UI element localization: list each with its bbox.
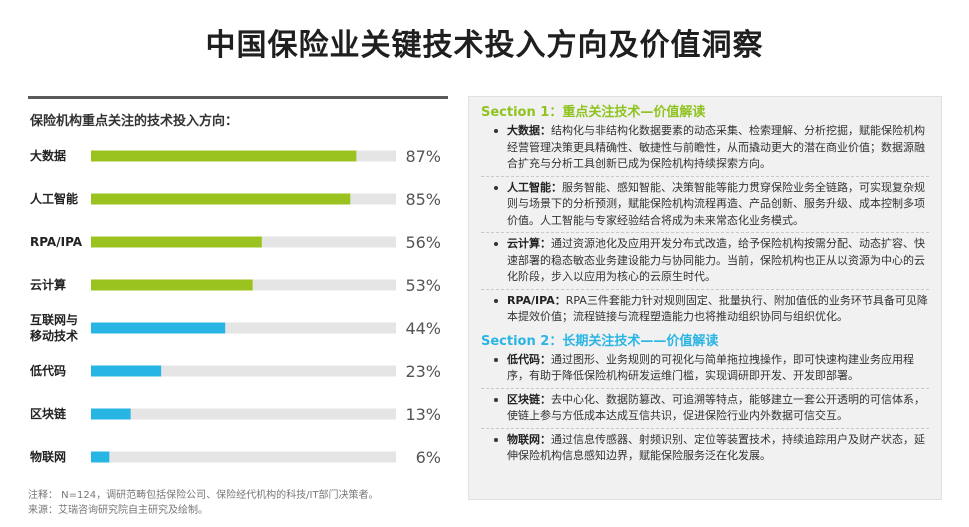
insight-item-text: RPA三件套能力针对规则固定、批量执行、附加值低的业务环节具备可见降本提效价值；… xyxy=(507,293,928,324)
chart-note: 注释： N=124，调研范畴包括保险公司、保险经代机构的科技/IT部门决策者。 xyxy=(28,490,379,501)
bar xyxy=(91,279,253,291)
bar-track xyxy=(91,408,396,420)
bar-track xyxy=(91,365,396,377)
chart-source: 来源：艾瑞咨询研究院自主研究及绘制。 xyxy=(28,505,208,516)
insight-item: 大数据：结构化与非结构化数据要素的动态采集、检索理解、分析挖掘，赋能保险机构经营… xyxy=(481,123,929,177)
category-label: 区块链 xyxy=(30,406,67,421)
chart-top-rule xyxy=(28,96,448,99)
bar-track xyxy=(91,322,396,334)
value-label: 13% xyxy=(405,405,441,424)
insight-item: 云计算：通过资源池化及应用开发分布式改造，给予保险机构按需分配、动态扩容、快速部… xyxy=(481,236,929,290)
bar xyxy=(91,451,110,463)
page-title: 中国保险业关键技术投入方向及价值洞察 xyxy=(205,28,764,63)
insight-item-name: 低代码： xyxy=(507,352,551,366)
insight-item-text: 通过图形、业务规则的可视化与简单拖拉拽操作，即可快速构建业务应用程序，有助于降低… xyxy=(507,352,914,383)
value-label: 53% xyxy=(405,276,441,295)
category-label: 云计算 xyxy=(30,277,66,292)
bar xyxy=(91,150,357,162)
section-1-title: Section 1：重点关注技术—价值解读 xyxy=(481,105,706,120)
bullet-icon xyxy=(494,242,498,246)
category-label: 低代码 xyxy=(29,363,66,378)
value-label: 87% xyxy=(405,147,441,166)
insight-item: 区块链：去中心化、数据防篡改、可追溯等特点，能够建立一套公开透明的可信体系，使链… xyxy=(481,392,929,429)
insight-item-name: 人工智能： xyxy=(507,180,562,194)
value-label: 85% xyxy=(405,190,441,209)
bar xyxy=(91,408,131,420)
insight-item-name: 云计算： xyxy=(507,237,551,250)
value-label: 6% xyxy=(416,448,441,467)
category-label: 互联网与移动技术 xyxy=(30,313,78,343)
bar xyxy=(91,236,262,248)
value-label: 23% xyxy=(405,362,441,381)
bullet-icon xyxy=(494,298,498,303)
insight-item-name: 大数据： xyxy=(507,124,551,137)
insight-item-name: 区块链： xyxy=(507,392,551,406)
bullet-icon xyxy=(494,129,498,133)
bullet-icon xyxy=(494,397,498,402)
insight-item: RPA/IPA：RPA三件套能力针对规则固定、批量执行、附加值低的业务环节具备可… xyxy=(481,293,929,329)
bar-track xyxy=(91,451,396,463)
insight-item-text: 通过信息传感器、射频识别、定位等装置技术，持续追踪用户及财产状态，延伸保险机构信… xyxy=(507,432,925,463)
insight-item-text: 服务智能、感知智能、决策智能等能力贯穿保险业务全链路，可实现复杂规则与场景下的分… xyxy=(507,180,925,227)
value-label: 56% xyxy=(405,233,441,252)
bar xyxy=(91,365,162,377)
insight-panel: Section 1：重点关注技术—价值解读 大数据：结构化与非结构化数据要素的动… xyxy=(468,96,942,500)
insight-item-text: 结构化与非结构化数据要素的动态采集、检索理解、分析挖掘，赋能保险机构经营管理决策… xyxy=(507,124,925,170)
chart-panel: 保险机构重点关注的技术投入方向： 大数据 87% 人工智能 85% RPA/IPA 56%… xyxy=(28,96,448,491)
bar xyxy=(91,193,351,205)
bullet-icon xyxy=(494,357,498,362)
chart-title: 保险机构重点关注的技术投入方向： xyxy=(30,114,239,129)
insight-item: 物联网：通过信息传感器、射频识别、定位等装置技术，持续追踪用户及财产状态，延伸保… xyxy=(481,432,929,468)
insight-item-name: 物联网： xyxy=(507,432,551,446)
insight-item: 人工智能：服务智能、感知智能、决策智能等能力贯穿保险业务全链路，可实现复杂规则与… xyxy=(481,180,929,233)
category-label: RPA/IPA xyxy=(30,235,83,249)
category-label: 大数据 xyxy=(30,148,66,163)
insight-item: 低代码：通过图形、业务规则的可视化与简单拖拉拽操作，即可快速构建业务应用程序，有… xyxy=(481,352,929,389)
bullet-icon xyxy=(494,185,498,190)
category-label: 物联网 xyxy=(30,449,66,464)
bar xyxy=(91,322,226,334)
insight-item-text: 去中心化、数据防篡改、可追溯等特点，能够建立一套公开透明的可信体系，使链上参与方… xyxy=(507,392,925,423)
category-label: 人工智能 xyxy=(30,191,78,206)
insight-item-name: RPA/IPA： xyxy=(507,293,566,307)
value-label: 44% xyxy=(405,319,441,338)
notes: 注释： N=124，调研范畴包括保险公司、保险经代机构的科技/IT部门决策者。 … xyxy=(28,488,379,518)
bar-chart: 大数据 87% 人工智能 85% RPA/IPA 56% 云计算 53% 互联网与移动技术 44%… xyxy=(29,147,441,467)
insight-item-text: 通过资源池化及应用开发分布式改造，给予保险机构按需分配、动态扩容、快速部署的稳态… xyxy=(507,237,925,283)
bullet-icon xyxy=(494,437,498,442)
section-2-title: Section 2：长期关注技术——价值解读 xyxy=(481,333,719,349)
